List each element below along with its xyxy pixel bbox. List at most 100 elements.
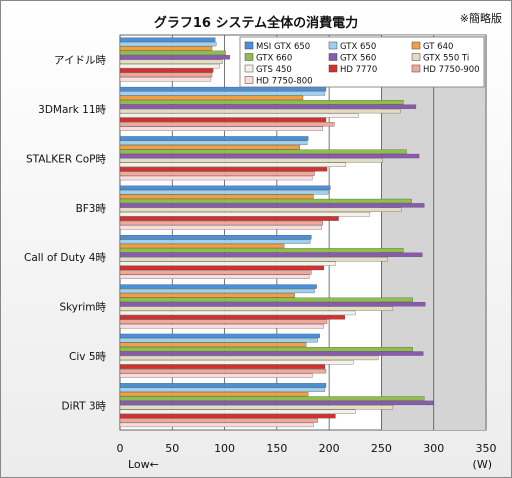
bar-7-0 — [119, 383, 327, 388]
bar-6-1 — [119, 338, 318, 343]
bar-4-1 — [119, 239, 311, 244]
legend-label-4: GTX 560 — [340, 54, 376, 64]
x-tick-6: 300 — [423, 442, 444, 455]
x-tick-4: 200 — [319, 442, 340, 455]
bar-2-8 — [119, 171, 315, 176]
legend-swatch-0 — [244, 41, 254, 50]
bar-6-0 — [119, 333, 320, 339]
legend-swatch-5 — [411, 53, 421, 61]
bar-0-9 — [119, 77, 212, 82]
legend-label-6: GTS 450 — [256, 65, 292, 75]
category-label-7: DiRT 3時 — [62, 400, 107, 412]
bar-4-3 — [119, 248, 404, 253]
bar-5-6 — [119, 310, 356, 316]
x-tick-2: 100 — [214, 442, 235, 455]
bar-7-7 — [119, 413, 336, 419]
bar-1-9 — [119, 126, 324, 131]
legend-label-1: GTX 650 — [340, 42, 376, 52]
bar-4-7 — [119, 265, 325, 271]
bar-5-4 — [119, 302, 426, 307]
bar-1-4 — [119, 104, 417, 109]
legend-swatch-7 — [328, 64, 338, 73]
legend-label-7: HD 7770 — [340, 65, 377, 75]
bar-6-9 — [119, 373, 313, 378]
legend-swatch-8 — [411, 64, 421, 73]
bar-5-3 — [119, 297, 413, 302]
category-label-5: Skyrim時 — [59, 302, 106, 314]
bar-1-6 — [119, 113, 359, 118]
legend-swatch-4 — [328, 53, 338, 61]
category-label-4: Call of Duty 4時 — [24, 252, 106, 264]
bar-7-2 — [119, 391, 309, 397]
bar-6-5 — [119, 355, 379, 361]
bar-2-4 — [119, 153, 420, 159]
tick-labels: 0 50 100 150 200 250 300 350 — [117, 442, 497, 455]
category-label-3: BF3時 — [76, 203, 107, 215]
legend: MSI GTX 650 GTX 650 GT 640 GTX 660 GTX 560 GT… — [239, 36, 485, 88]
bar-2-7 — [119, 167, 328, 172]
x-tick-0: 0 — [117, 442, 124, 455]
legend-label-2: GT 640 — [423, 42, 453, 52]
bar-0-1 — [119, 41, 217, 47]
legend-swatch-3 — [244, 53, 254, 61]
bar-2-1 — [119, 140, 308, 145]
bar-7-4 — [119, 400, 434, 406]
bar-4-2 — [119, 243, 285, 249]
bar-6-7 — [119, 364, 326, 369]
bar-4-5 — [119, 257, 388, 262]
legend-label-9: HD 7750-800 — [256, 77, 313, 87]
category-label-6: Civ 5時 — [69, 351, 106, 363]
legend-label-5: GTX 550 Ti — [423, 54, 469, 64]
bar-3-2 — [119, 194, 314, 199]
category-labels: アイドル時 3DMark 11時 STALKER CoP時 BF3時 Call of D… — [24, 55, 106, 413]
bar-1-1 — [119, 91, 326, 96]
bar-5-2 — [119, 293, 295, 298]
bar-2-6 — [119, 162, 347, 167]
x-tick-1: 50 — [165, 442, 179, 455]
bar-3-1 — [119, 190, 329, 195]
legend-label-3: GTX 660 — [256, 54, 292, 64]
bar-4-0 — [119, 235, 312, 240]
bar-0-7 — [119, 68, 214, 73]
bar-4-8 — [119, 270, 312, 275]
bar-5-0 — [119, 284, 317, 289]
legend-box — [239, 36, 485, 88]
bar-3-7 — [119, 216, 339, 221]
bar-4-6 — [119, 261, 336, 266]
bar-7-9 — [119, 422, 314, 428]
bar-3-9 — [119, 225, 322, 230]
bar-0-6 — [119, 63, 220, 69]
category-label-1: 3DMark 11時 — [38, 104, 106, 116]
bar-3-3 — [119, 198, 412, 204]
bar-2-5 — [119, 158, 383, 163]
legend-label-0: MSI GTX 650 — [256, 42, 310, 52]
bar-2-3 — [119, 149, 407, 154]
legend-swatch-2 — [411, 41, 421, 50]
bar-3-8 — [119, 220, 324, 226]
bar-7-6 — [119, 409, 356, 414]
bar-3-6 — [119, 212, 371, 217]
bar-1-7 — [119, 117, 327, 123]
bar-2-2 — [119, 145, 301, 150]
bar-0-8 — [119, 72, 213, 78]
bar-4-4 — [119, 252, 423, 257]
bar-6-8 — [119, 368, 327, 374]
category-label-0: アイドル時 — [54, 55, 106, 67]
category-label-2: STALKER CoP時 — [26, 153, 107, 165]
bar-6-2 — [119, 342, 307, 347]
bar-5-8 — [119, 319, 328, 324]
bar-5-9 — [119, 324, 325, 329]
bar-1-0 — [119, 86, 327, 92]
bar-1-5 — [119, 108, 401, 114]
legend-swatch-6 — [244, 64, 254, 73]
bar-4-9 — [119, 274, 310, 279]
unit-label: (W) — [473, 458, 492, 471]
bar-5-7 — [119, 315, 345, 320]
bar-2-0 — [119, 136, 309, 141]
bar-7-8 — [119, 418, 318, 423]
bar-0-5 — [119, 59, 223, 64]
bar-0-2 — [119, 46, 213, 51]
bar-0-4 — [119, 55, 230, 60]
chart-title: グラフ16 システム全体の消費電力 — [153, 16, 359, 31]
bar-7-3 — [119, 396, 425, 401]
